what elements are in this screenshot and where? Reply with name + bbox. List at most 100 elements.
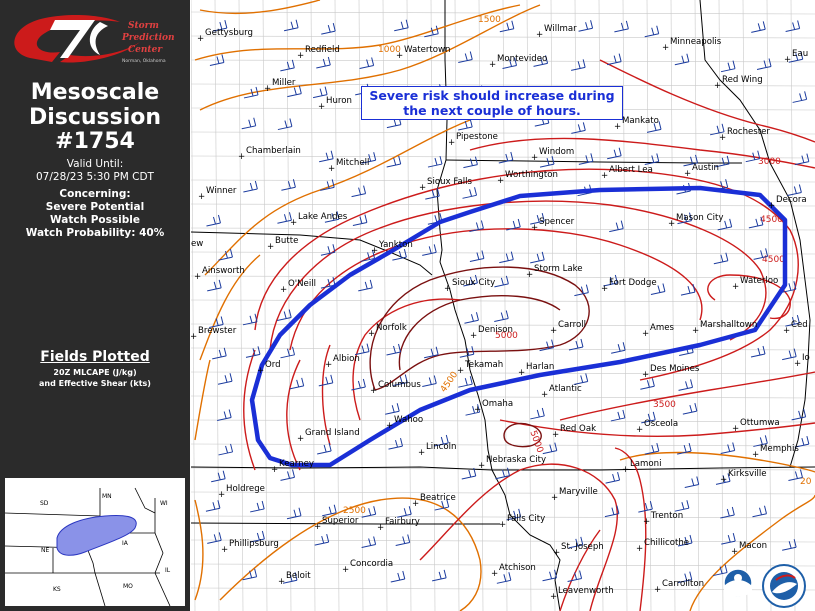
wind-barb-icon [394, 19, 409, 32]
inset-state-mo: MO [123, 583, 133, 590]
wind-barb-icon [390, 570, 406, 583]
city-marker: + [654, 585, 661, 595]
wind-barb-icon [610, 409, 626, 422]
city-label: Rochester [727, 127, 770, 137]
wind-barb-icon [574, 284, 589, 297]
wind-barb-icon [571, 122, 586, 134]
wind-barb-icon [245, 346, 261, 358]
wind-barb-icon [568, 338, 584, 351]
wind-barb-icon [354, 343, 370, 356]
wind-barb-icon [677, 571, 693, 584]
city-label: Mason City [676, 213, 723, 223]
county-line [718, 0, 724, 611]
city-label: Ced [791, 320, 808, 330]
wind-barb-icon [715, 473, 731, 485]
wind-barb-icon [218, 248, 233, 261]
city-marker: + [386, 421, 393, 431]
city-label: Nebraska City [486, 455, 546, 465]
wind-barb-icon [425, 187, 440, 200]
county-line [191, 323, 815, 327]
wind-barb-icon [753, 435, 768, 447]
wind-barb-icon [539, 156, 555, 168]
shear-wind-barbs [205, 19, 810, 584]
city-marker: + [531, 153, 538, 163]
county-line [670, 0, 676, 611]
wind-barb-icon [721, 533, 736, 545]
city-marker: + [191, 332, 197, 342]
wind-barb-icon [605, 471, 621, 484]
wind-barb-icon [434, 434, 449, 447]
county-line [191, 299, 815, 303]
city-label: Ainsworth [202, 266, 245, 276]
wind-barb-icon [319, 150, 334, 163]
county-line [191, 59, 815, 63]
city-label: Phillipsburg [229, 539, 279, 549]
wind-barb-icon [578, 20, 594, 32]
watch-probability: Watch Probability: 40% [25, 227, 165, 239]
wind-barb-icon [709, 123, 725, 136]
city-label: Lamoni [630, 459, 662, 469]
wind-barb-icon [361, 152, 377, 164]
city-marker: + [622, 465, 629, 475]
wind-barb-icon [463, 274, 478, 287]
wind-barb-icon [646, 121, 662, 133]
city-marker: + [668, 219, 675, 229]
wind-barb-icon [571, 59, 586, 71]
valid-time: 07/28/23 5:30 PM CDT [36, 171, 154, 183]
city-marker: + [267, 242, 274, 252]
county-line [191, 515, 815, 519]
city-label: Austin [692, 163, 719, 173]
city-marker: + [536, 30, 543, 40]
city-label: Ottumwa [740, 418, 780, 428]
noaa-logo-icon [723, 568, 753, 598]
city-label: Spencer [539, 217, 575, 227]
city-label: Winner [206, 186, 237, 196]
wind-barb-icon [650, 283, 666, 295]
county-line [191, 35, 815, 39]
logo-text-2: Prediction [121, 33, 175, 43]
city-label: Falls City [507, 514, 545, 524]
city-marker: + [662, 43, 669, 53]
wind-barb-icon [794, 153, 810, 166]
wind-barb-icon [502, 57, 518, 69]
wind-barb-icon [680, 284, 696, 296]
wind-barb-icon [788, 51, 804, 63]
cape-label-1000: 1000 [378, 45, 401, 55]
city-label: Storm Lake [534, 264, 583, 274]
city-marker: + [368, 329, 375, 339]
wind-barb-icon [785, 315, 800, 327]
wind-barb-icon [530, 407, 545, 420]
county-line [191, 347, 815, 351]
city-marker: + [541, 390, 548, 400]
wind-barb-icon [280, 59, 295, 72]
wind-barb-icon [320, 244, 336, 256]
city-marker: + [732, 282, 739, 292]
md-area-outline [249, 185, 788, 468]
county-line [214, 0, 220, 611]
wind-barb-icon [209, 316, 224, 328]
city-label: Ord [265, 360, 281, 370]
city-label: Waterloo [740, 276, 778, 286]
city-label: Brewster [198, 326, 237, 336]
city-label: Leavenworth [558, 586, 614, 596]
city-label: Redfield [305, 45, 340, 55]
cape-contours-low [194, 0, 815, 611]
wind-barb-icon [751, 21, 766, 33]
wind-barb-icon [217, 373, 233, 385]
wind-barb-icon [465, 404, 481, 416]
wind-barb-icon [677, 534, 693, 547]
wind-barb-icon [611, 342, 626, 354]
city-marker: + [526, 270, 533, 280]
wind-barb-icon [748, 216, 764, 229]
wind-barb-icon [745, 150, 761, 163]
city-marker: + [684, 169, 691, 179]
city-label: Holdrege [226, 484, 265, 494]
wind-barb-icon [530, 212, 545, 225]
city-marker: + [752, 450, 759, 460]
city-label: Decora [776, 195, 807, 205]
wind-barb-icon [750, 345, 766, 358]
wind-barb-icon [469, 250, 485, 263]
fields-title: Fields Plotted [40, 349, 150, 365]
city-label: Gettysburg [205, 28, 253, 38]
city-marker: + [783, 326, 790, 336]
